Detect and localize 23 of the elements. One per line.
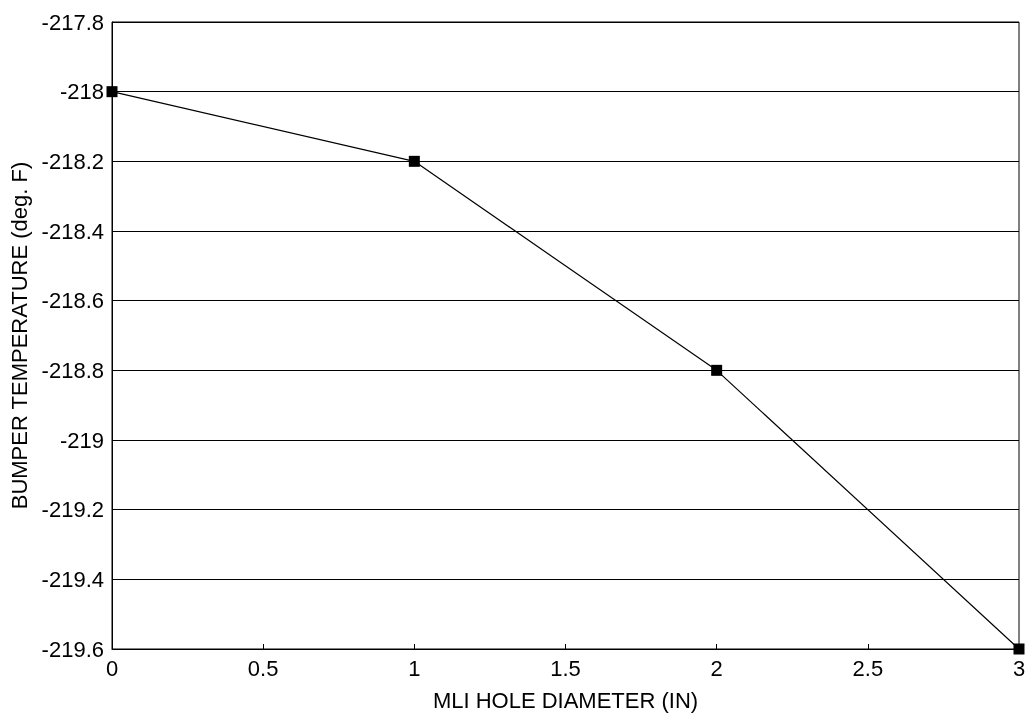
x-tick-label: 3	[1012, 655, 1026, 681]
point	[408, 155, 420, 167]
y-tick-label: -219.2	[41, 497, 104, 523]
y-tick-label: -218	[59, 79, 104, 105]
y-tick-label: -219	[59, 427, 104, 453]
y-tick-label: -217.8	[41, 9, 104, 35]
y-tick-label: -219.6	[41, 636, 104, 662]
x-tick-label: 2	[710, 655, 723, 681]
y-tick-label: -219.4	[41, 566, 104, 592]
x-tick-label: 1.5	[550, 655, 581, 681]
x-tick-label: 1	[408, 655, 421, 681]
y-tick-label: -218.4	[41, 218, 104, 244]
x-tick-label: 2.5	[852, 655, 884, 681]
point	[1013, 643, 1025, 655]
y-axis-title: BUMPER TEMPERATURE (deg. F)	[6, 161, 32, 510]
point	[711, 364, 723, 376]
point	[106, 86, 118, 98]
y-tick-label: -218.8	[41, 357, 104, 383]
y-tick-label: -218.2	[41, 148, 104, 174]
x-tick-label: 0.5	[247, 655, 279, 681]
x-tick-label: 0	[105, 655, 119, 681]
x-axis-title: MLI HOLE DIAMETER (IN)	[432, 687, 699, 713]
y-tick-label: -218.6	[41, 288, 104, 314]
